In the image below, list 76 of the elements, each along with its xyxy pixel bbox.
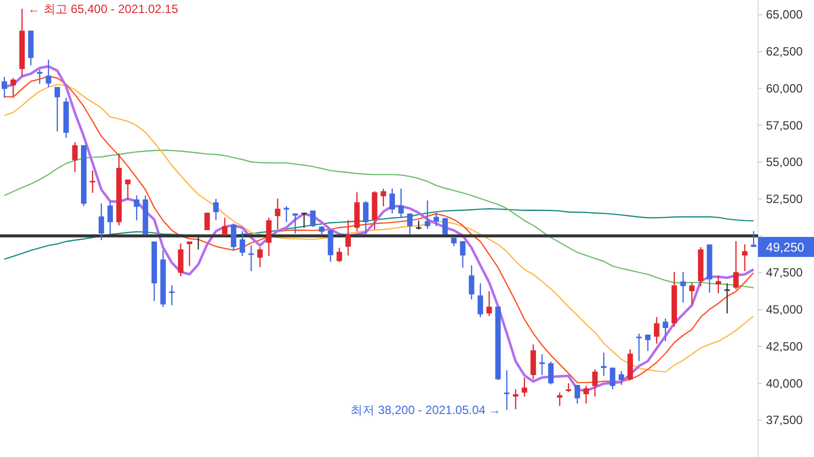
candlestick	[98, 202, 104, 241]
candlestick	[222, 217, 228, 236]
candlestick	[107, 200, 113, 235]
candlestick	[468, 264, 474, 300]
candlestick	[583, 385, 589, 404]
candlestick	[592, 368, 598, 398]
candlestick	[407, 212, 413, 235]
candlestick	[46, 59, 52, 88]
candlestick	[662, 318, 668, 342]
y-tick-label: 40,000	[766, 376, 804, 390]
y-tick-label: 57,500	[766, 118, 804, 132]
candlestick	[442, 218, 448, 235]
candlestick	[363, 200, 369, 235]
candlestick	[178, 242, 184, 277]
y-tick-label: 37,500	[766, 413, 804, 428]
candlestick	[522, 376, 528, 398]
candlestick	[240, 230, 246, 257]
y-tick-label: 45,000	[766, 302, 804, 317]
candlestick	[213, 198, 219, 221]
candlestick	[389, 188, 395, 214]
candlestick	[230, 222, 236, 252]
candlestick	[424, 200, 430, 230]
candlestick	[398, 188, 404, 218]
candlestick	[125, 178, 131, 200]
y-tick-label: 62,500	[766, 44, 804, 59]
y-tick-label: 47,500	[766, 266, 804, 280]
candlestick	[512, 388, 518, 410]
text: 49,250	[766, 240, 804, 254]
candlestick	[10, 77, 16, 97]
annotation: ← 최고 65,400 - 2021.02.15	[28, 2, 178, 16]
candlestick	[266, 217, 272, 257]
candlestick	[248, 244, 254, 272]
annotation: 최저 38,200 - 2021.05.04 →	[350, 402, 501, 417]
candlestick	[548, 361, 554, 385]
candlestick	[284, 206, 290, 223]
candlestick	[539, 354, 545, 376]
candlestick	[310, 210, 316, 228]
candlestick	[716, 274, 722, 294]
candlestick	[434, 212, 440, 227]
candlestick	[610, 367, 616, 390]
y-tick-label: 65,000	[766, 8, 804, 22]
candlestick	[336, 247, 342, 263]
candlestick	[724, 282, 730, 314]
candlestick	[486, 290, 492, 317]
candlestick	[654, 316, 660, 344]
candlestick	[504, 370, 510, 410]
candlestick	[72, 142, 78, 173]
candlestick	[574, 384, 580, 404]
candlestick	[90, 170, 96, 194]
y-tick-label: 55,000	[766, 155, 804, 170]
candlestick	[742, 244, 748, 272]
candlestick	[345, 220, 351, 256]
y-tick-label: 60,000	[766, 81, 804, 96]
candlestick	[601, 352, 606, 377]
candlestick	[478, 282, 484, 318]
candlestick	[2, 76, 8, 98]
candlestick	[169, 284, 175, 306]
candlestick	[301, 212, 307, 228]
candlestick	[318, 226, 324, 236]
candlestick	[380, 188, 386, 207]
candlestick	[274, 198, 280, 230]
candlestick	[54, 86, 60, 132]
candlestick	[680, 272, 686, 304]
candlestick	[204, 212, 210, 231]
candlestick	[134, 194, 140, 221]
candlestick	[292, 212, 298, 234]
candlestick	[618, 370, 624, 386]
candlestick	[689, 282, 695, 306]
candlestick	[556, 392, 562, 407]
candlestick	[460, 240, 466, 268]
candlestick	[416, 220, 422, 230]
candlestick	[636, 333, 642, 362]
candlestick	[733, 240, 739, 290]
y-tick-label: 42,500	[766, 339, 804, 354]
y-tick-label: 52,500	[766, 192, 804, 206]
candlestick	[645, 334, 651, 352]
